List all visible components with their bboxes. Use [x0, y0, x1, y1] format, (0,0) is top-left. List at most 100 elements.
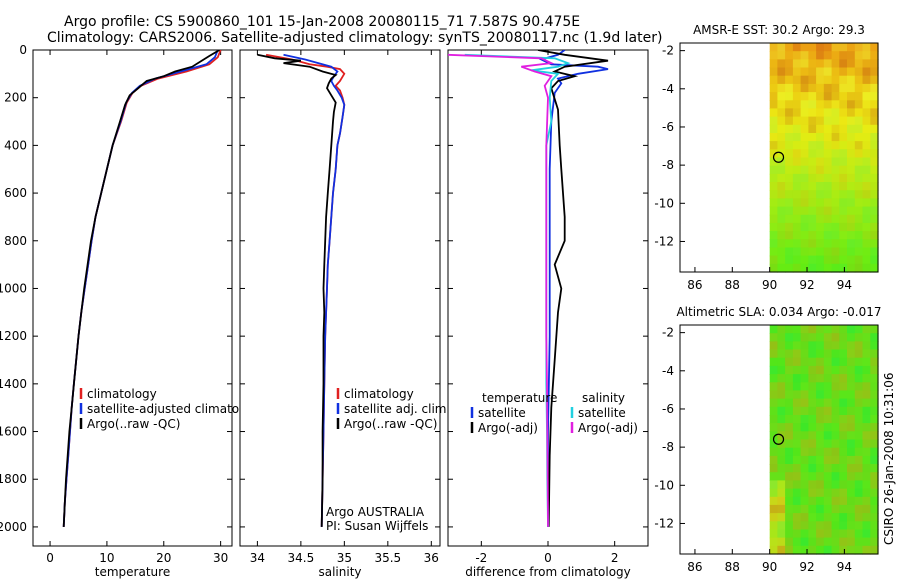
heatmap-cell	[769, 108, 778, 118]
heatmap-cell	[785, 431, 794, 441]
heatmap-cell	[831, 529, 840, 539]
heatmap-cell	[854, 92, 864, 101]
heatmap-cell	[769, 43, 778, 52]
heatmap-cell	[870, 263, 879, 273]
heatmap-cell	[792, 488, 802, 498]
heatmap-cell	[862, 455, 871, 465]
salinity-plot-frame	[239, 49, 441, 547]
heatmap-cell	[816, 231, 825, 240]
heatmap-cell	[847, 255, 856, 265]
heatmap-cell	[800, 423, 809, 432]
heatmap-cell	[839, 222, 848, 232]
heatmap-cell	[839, 182, 848, 191]
heatmap-cell	[823, 390, 833, 400]
temperature-xlabel: temperature	[95, 565, 170, 579]
heatmap-cell	[823, 59, 833, 69]
heatmap-cell	[816, 124, 825, 134]
heatmap-cell	[800, 141, 809, 150]
heatmap-cell	[854, 206, 864, 216]
heatmap-cell	[777, 325, 786, 334]
heatmap-cell	[816, 116, 825, 126]
heatmap-cell	[839, 325, 848, 334]
heatmap-cell	[792, 198, 802, 208]
heatmap-cell	[862, 67, 871, 77]
heatmap-cell	[800, 165, 809, 175]
heatmap-cell	[769, 83, 778, 93]
heatmap-cell	[808, 67, 817, 77]
heatmap-cell	[800, 455, 809, 465]
heatmap-cell	[862, 263, 871, 273]
heatmap-cell	[870, 357, 879, 367]
heatmap-cell	[870, 141, 879, 150]
heatmap-cell	[777, 165, 786, 175]
heatmap-cell	[839, 382, 848, 392]
heatmap-cell	[769, 513, 778, 522]
heatmap-cell	[862, 165, 871, 175]
heatmap-cell	[831, 116, 840, 126]
heatmap-cell	[839, 521, 848, 531]
heatmap-cell	[823, 206, 833, 216]
heatmap-cell	[847, 43, 856, 52]
heatmap-cell	[862, 173, 871, 183]
salinity-panel: 34 34.5 35 35.5 36 salinity climatologysatelli…	[239, 49, 450, 579]
heatmap-cell	[831, 100, 840, 110]
heatmap-cell	[823, 415, 833, 424]
heatmap-cell	[792, 455, 802, 465]
heatmap-cell	[792, 239, 802, 249]
heatmap-cell	[800, 365, 809, 375]
heatmap-cell	[800, 415, 809, 424]
heatmap-cell	[792, 333, 802, 342]
heatmap-cell	[854, 141, 864, 150]
heatmap-cell	[847, 116, 856, 126]
heatmap-cell	[870, 390, 879, 400]
heatmap-cell	[785, 67, 794, 77]
heatmap-cell	[839, 190, 848, 199]
heatmap-cell	[792, 59, 802, 69]
heatmap-cell	[777, 406, 786, 416]
heatmap-cell	[839, 374, 848, 383]
heatmap-cell	[823, 529, 833, 539]
heatmap-cell	[816, 423, 825, 432]
heatmap-cell	[839, 59, 848, 69]
heatmap-cell	[769, 141, 778, 150]
heatmap-cell	[808, 488, 817, 498]
heatmap-cell	[854, 357, 864, 367]
heatmap-cell	[808, 464, 817, 473]
heatmap-cell	[847, 455, 856, 465]
x-tick-label: 88	[725, 560, 740, 574]
heatmap-cell	[854, 198, 864, 208]
heatmap-cell	[862, 398, 871, 408]
heatmap-cell	[785, 149, 794, 159]
heatmap-cell	[785, 464, 794, 473]
heatmap-cell	[839, 92, 848, 101]
heatmap-cell	[816, 247, 825, 257]
heatmap-cell	[823, 247, 833, 257]
heatmap-cell	[847, 75, 856, 85]
heatmap-cell	[839, 75, 848, 85]
heatmap-cell	[816, 133, 825, 142]
heatmap-cell	[839, 239, 848, 249]
heatmap-cell	[800, 239, 809, 249]
heatmap-cell	[870, 341, 879, 351]
heatmap-cell	[800, 222, 809, 232]
heatmap-cell	[831, 141, 840, 150]
heatmap-cell	[847, 149, 856, 159]
heatmap-cell	[854, 133, 864, 142]
y-tick-label: -2	[662, 44, 674, 58]
heatmap-cell	[831, 447, 840, 457]
heatmap-cell	[862, 100, 871, 110]
heatmap-cell	[862, 374, 871, 383]
heatmap-cell	[777, 182, 786, 191]
heatmap-cell	[785, 83, 794, 93]
heatmap-cell	[839, 365, 848, 375]
heatmap-cell	[808, 149, 817, 159]
heatmap-cell	[769, 214, 778, 224]
heatmap-cell	[870, 198, 879, 208]
heatmap-cell	[785, 513, 794, 522]
heatmap-cell	[777, 341, 786, 351]
heatmap-cell	[800, 537, 809, 547]
heatmap-cell	[854, 398, 864, 408]
heatmap-cell	[854, 190, 864, 199]
heatmap-cell	[870, 206, 879, 216]
heatmap-cell	[769, 124, 778, 134]
